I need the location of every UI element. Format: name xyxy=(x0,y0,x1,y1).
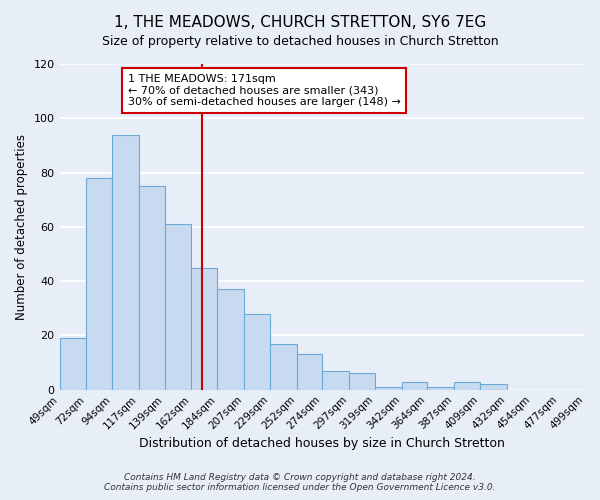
Text: 1, THE MEADOWS, CHURCH STRETTON, SY6 7EG: 1, THE MEADOWS, CHURCH STRETTON, SY6 7EG xyxy=(114,15,486,30)
Bar xyxy=(401,382,427,390)
Bar xyxy=(112,134,139,390)
Text: 1 THE MEADOWS: 171sqm
← 70% of detached houses are smaller (343)
30% of semi-det: 1 THE MEADOWS: 171sqm ← 70% of detached … xyxy=(128,74,401,107)
Bar xyxy=(270,344,296,390)
X-axis label: Distribution of detached houses by size in Church Stretton: Distribution of detached houses by size … xyxy=(139,437,505,450)
Y-axis label: Number of detached properties: Number of detached properties xyxy=(15,134,28,320)
Bar xyxy=(59,338,86,390)
Text: Contains HM Land Registry data © Crown copyright and database right 2024.
Contai: Contains HM Land Registry data © Crown c… xyxy=(104,473,496,492)
Bar xyxy=(86,178,112,390)
Bar xyxy=(296,354,322,390)
Bar xyxy=(375,387,401,390)
Bar xyxy=(139,186,164,390)
Bar xyxy=(322,370,349,390)
Bar xyxy=(244,314,270,390)
Bar xyxy=(349,374,375,390)
Bar xyxy=(480,384,507,390)
Bar xyxy=(217,290,244,390)
Text: Size of property relative to detached houses in Church Stretton: Size of property relative to detached ho… xyxy=(101,35,499,48)
Bar xyxy=(427,387,454,390)
Bar xyxy=(164,224,191,390)
Bar xyxy=(191,268,217,390)
Bar xyxy=(454,382,480,390)
